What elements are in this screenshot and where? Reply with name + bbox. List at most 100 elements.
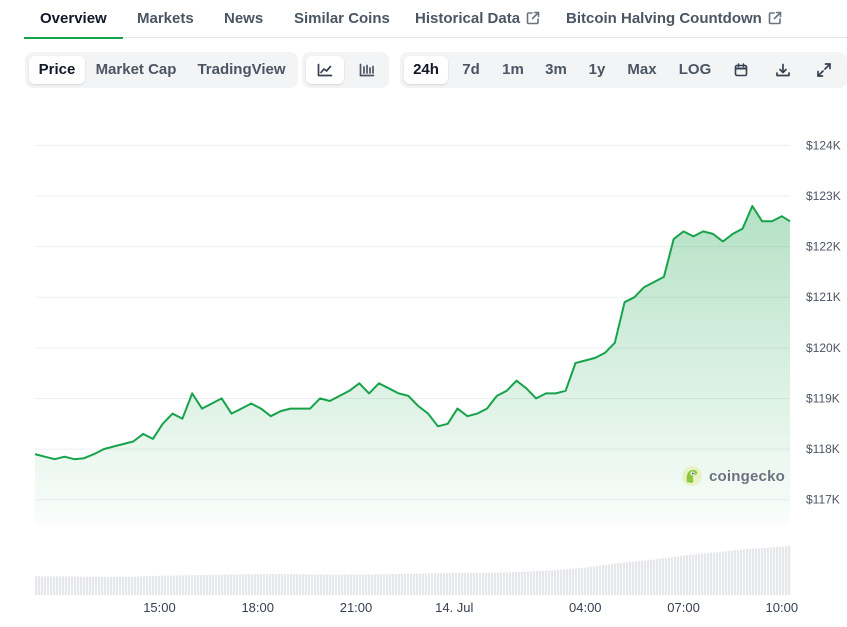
volume-bar <box>515 572 518 595</box>
volume-bar <box>653 559 656 595</box>
chart-style-selector <box>302 52 389 88</box>
volume-bar <box>227 574 230 595</box>
volume-bar <box>776 546 779 595</box>
volume-bar <box>182 575 185 595</box>
volume-bar <box>134 576 137 595</box>
volume-bar <box>122 576 125 595</box>
volume-bar <box>287 574 290 595</box>
volume-bar <box>710 552 713 595</box>
volume-bar <box>581 567 584 595</box>
tab-news[interactable]: News <box>224 0 263 38</box>
volume-bar <box>206 574 209 595</box>
volume-bar <box>209 574 212 595</box>
tab-markets[interactable]: Markets <box>137 0 194 38</box>
volume-bar <box>716 552 719 595</box>
volume-bar <box>434 573 437 595</box>
volume-bar <box>356 574 359 595</box>
price-chart[interactable]: $117K $118K $119K $120K $121K $122K $123K $124K… <box>0 100 847 627</box>
range-7d-button[interactable]: 7d <box>462 61 480 78</box>
volume-bar <box>332 574 335 595</box>
volume-bar <box>143 576 146 595</box>
volume-bar <box>620 562 623 595</box>
range-3m-button[interactable]: 3m <box>545 61 567 78</box>
volume-bar <box>503 572 506 595</box>
volume-bar <box>422 573 425 595</box>
tab-historical-data[interactable]: Historical Data <box>415 0 540 38</box>
range-1y-button[interactable]: 1y <box>588 61 606 78</box>
tab-bar: Overview Markets News Similar Coins Hist… <box>24 0 847 39</box>
x-tick-label: 21:00 <box>340 600 373 615</box>
volume-bar <box>479 573 482 595</box>
volume-bar <box>671 557 674 595</box>
volume-bar <box>512 572 515 595</box>
tab-bitcoin-halving-countdown[interactable]: Bitcoin Halving Countdown <box>566 0 782 38</box>
volume-bar <box>605 564 608 595</box>
volume-bar <box>719 551 722 595</box>
volume-bar <box>161 575 164 595</box>
volume-bar <box>329 574 332 595</box>
volume-bar <box>725 551 728 595</box>
price-button[interactable]: Price <box>29 56 85 84</box>
volume-bar <box>734 550 737 595</box>
log-scale-button[interactable]: LOG <box>678 61 712 78</box>
volume-bar <box>449 573 452 595</box>
volume-bar <box>257 574 260 595</box>
volume-bar <box>251 574 254 595</box>
volume-bar <box>374 574 377 595</box>
calendar-button[interactable] <box>724 56 758 84</box>
volume-bar <box>308 574 311 595</box>
volume-bar <box>404 573 407 595</box>
volume-bar <box>758 548 761 595</box>
volume-bar <box>764 547 767 595</box>
volume-bar <box>749 548 752 595</box>
volume-bar <box>197 575 200 595</box>
volume-bar <box>641 560 644 595</box>
volume-bar <box>347 574 350 595</box>
volume-bar <box>380 574 383 595</box>
line-chart-button[interactable] <box>306 56 344 84</box>
volume-bar <box>137 576 140 595</box>
volume-bar <box>41 576 44 595</box>
volume-bar <box>665 557 668 595</box>
volume-bar <box>362 574 365 595</box>
tab-historical-data-label: Historical Data <box>415 10 521 27</box>
volume-bar <box>767 547 770 595</box>
volume-bar <box>62 576 65 595</box>
volume-bar <box>167 575 170 595</box>
volume-bar <box>545 570 548 595</box>
volume-bar <box>323 574 326 595</box>
fullscreen-button[interactable] <box>807 56 841 84</box>
volume-bar <box>527 571 530 595</box>
volume-bar <box>368 574 371 595</box>
volume-bar <box>629 561 632 595</box>
tab-overview[interactable]: Overview <box>24 0 123 39</box>
tab-similar-coins[interactable]: Similar Coins <box>294 0 390 38</box>
tab-overview-label: Overview <box>40 10 107 27</box>
volume-bar <box>428 573 431 595</box>
volume-bar <box>320 574 323 595</box>
volume-bar <box>350 574 353 595</box>
volume-bar <box>650 559 653 595</box>
volume-bar <box>353 574 356 595</box>
volume-bar <box>233 574 236 595</box>
volume-bar <box>509 572 512 595</box>
volume-bar <box>59 576 62 595</box>
metric-selector: Price Market Cap TradingView <box>25 52 298 88</box>
volume-bar <box>65 576 68 595</box>
download-button[interactable] <box>766 56 800 84</box>
y-tick-label: $122K <box>806 240 841 254</box>
volume-bars <box>35 545 791 595</box>
volume-bar <box>596 566 599 595</box>
range-1m-button[interactable]: 1m <box>502 61 524 78</box>
volume-bar <box>71 576 74 595</box>
tradingview-button[interactable]: TradingView <box>197 61 286 78</box>
range-max-button[interactable]: Max <box>627 61 657 78</box>
volume-bar <box>563 569 566 595</box>
volume-bar <box>365 574 368 595</box>
volume-bar <box>500 572 503 595</box>
market-cap-button[interactable]: Market Cap <box>95 61 177 78</box>
candlestick-button[interactable] <box>348 56 386 84</box>
volume-bar <box>707 553 710 595</box>
volume-bar <box>785 546 788 595</box>
range-24h-button[interactable]: 24h <box>404 56 448 84</box>
